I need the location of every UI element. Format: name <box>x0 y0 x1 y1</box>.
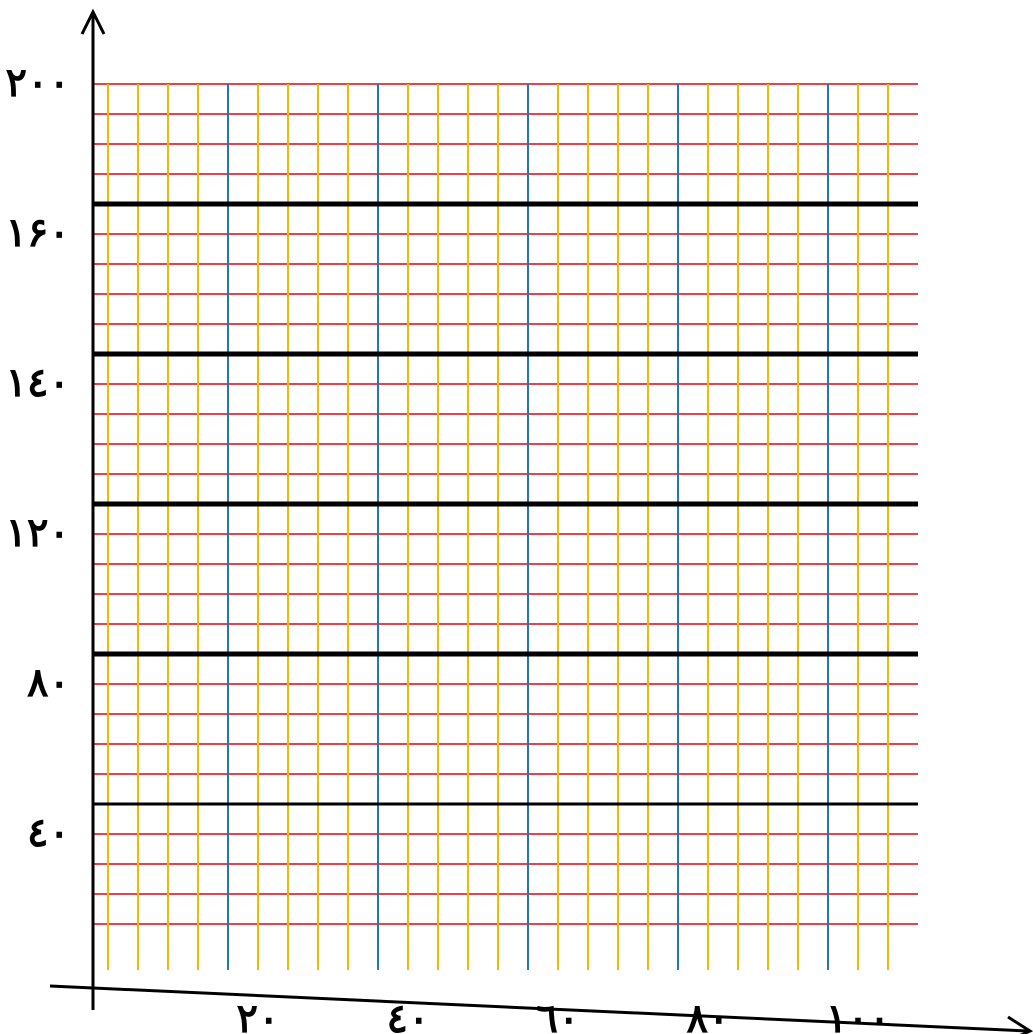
y-axis-arrow-icon <box>80 8 106 35</box>
y-tick-label: ٤٠ <box>27 809 70 856</box>
x-tick-label: ٨٠ <box>687 995 730 1034</box>
y-tick-label: ١۶٠ <box>6 209 70 256</box>
axes <box>49 8 1033 1034</box>
x-tick-label: ٦٠ <box>537 995 580 1034</box>
x-tick-label: ١٠٠ <box>826 995 890 1034</box>
y-tick-label: ١٢٠ <box>6 509 70 556</box>
x-axis-arrow-icon <box>1007 1015 1033 1034</box>
major-horizontal-gridlines <box>93 201 918 806</box>
x-tick-label: ٤٠ <box>387 995 430 1034</box>
y-tick-label: ١٤٠ <box>6 359 70 406</box>
y-tick-label: ٢٠٠ <box>6 59 70 106</box>
minor-horizontal-gridlines <box>93 83 918 925</box>
x-tick-label: ٢٠ <box>237 995 280 1034</box>
tick-labels: ٤٠ ٨٠ ١٢٠ ١٤٠ ١۶٠ ٢٠٠ ٢٠ ٤٠ ٦٠ ٨٠ ١٠٠ <box>6 59 891 1034</box>
vertical-gridlines <box>107 84 889 970</box>
x-axis <box>49 984 1029 1033</box>
y-tick-label: ٨٠ <box>27 659 70 706</box>
